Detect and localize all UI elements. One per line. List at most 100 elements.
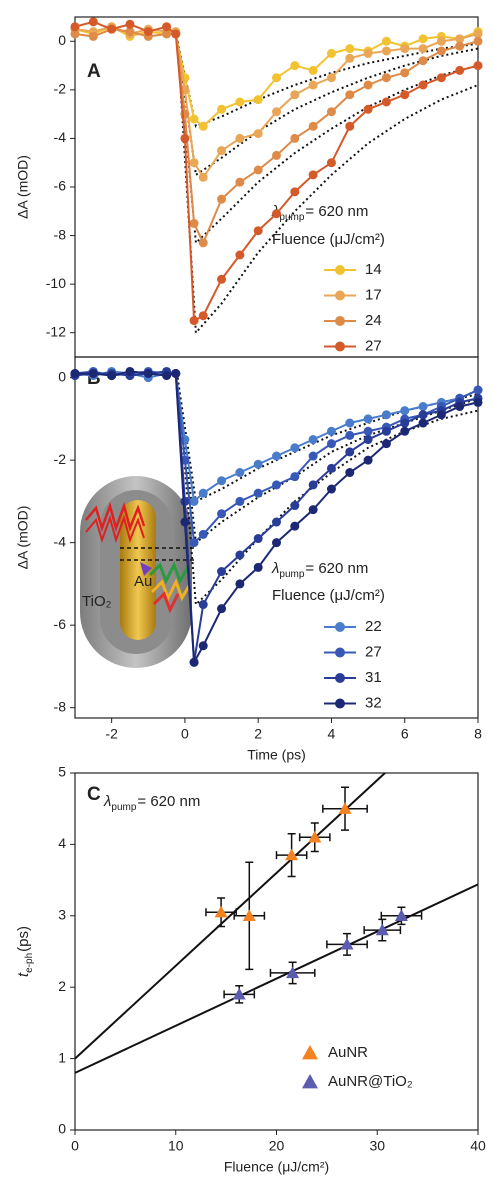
data-point [400, 44, 410, 54]
panel-label: A [87, 61, 101, 82]
data-point [235, 579, 245, 589]
data-point [418, 56, 428, 66]
y-tick-label: -12 [46, 323, 66, 339]
legend-marker [335, 316, 345, 326]
x-tick-label: 2 [254, 726, 262, 742]
data-point [400, 90, 410, 100]
y-tick-label: 0 [58, 368, 66, 384]
y-tick-label: -4 [54, 129, 67, 145]
x-tick-label: 10 [168, 1138, 184, 1154]
emission-wave [152, 591, 180, 614]
series-line [74, 20, 479, 323]
legend-marker [335, 673, 345, 683]
data-point [272, 107, 281, 117]
y-axis-label-subscript: e-ph [24, 953, 35, 973]
data-point [381, 410, 391, 420]
data-point [70, 29, 80, 39]
data-point [235, 250, 245, 260]
emission-wave [148, 561, 190, 585]
data-point [217, 476, 227, 486]
plot-frame [74, 356, 479, 719]
data-point [345, 418, 355, 428]
annotation-text: = 620 nm [305, 203, 368, 220]
data-point [189, 218, 199, 228]
inset-label: Au [134, 573, 152, 590]
data-point [242, 909, 256, 921]
y-tick-label: 3 [58, 907, 66, 923]
data-point [232, 987, 246, 1000]
data-point [308, 451, 318, 461]
data-point [436, 410, 446, 420]
data-point [340, 937, 354, 950]
plot-frame [74, 772, 479, 1131]
data-point [290, 133, 300, 143]
data-point [189, 657, 199, 667]
data-point [363, 455, 373, 465]
annotation: λpump= 620 nm [271, 203, 368, 223]
legend-marker [302, 1074, 318, 1089]
data-point [363, 104, 373, 114]
data-point [198, 529, 208, 539]
data-point [381, 426, 391, 436]
y-tick-label: -6 [54, 178, 67, 194]
y-axis-label: te-ph(ps) [15, 926, 35, 977]
y-tick-label: -2 [54, 81, 67, 97]
data-point [363, 48, 373, 58]
data-point [286, 966, 300, 979]
inset-label: TiO₂ [82, 593, 112, 610]
x-tick-label: 0 [181, 726, 189, 742]
y-tick-label: -6 [54, 616, 67, 632]
data-point [198, 488, 208, 498]
data-point [217, 194, 227, 204]
legend-label: 32 [365, 694, 382, 711]
data-point [345, 447, 355, 457]
data-point [436, 36, 446, 46]
legend-label: 27 [365, 643, 382, 660]
data-point [171, 29, 181, 39]
data-point [125, 27, 135, 37]
data-point [326, 48, 336, 58]
legend-title: Fluence (μJ/cm²) [272, 587, 385, 604]
data-point [290, 90, 300, 100]
legend-label: 27 [365, 337, 382, 354]
data-point [381, 46, 391, 56]
legend-marker [302, 1045, 318, 1060]
data-point [418, 402, 428, 412]
data-point [455, 402, 465, 412]
fit-line [74, 883, 479, 1074]
data-point [400, 406, 410, 416]
x-tick-label: 40 [470, 1138, 486, 1154]
data-point [107, 24, 117, 34]
data-point [381, 36, 391, 46]
data-point [253, 562, 263, 572]
data-point [143, 27, 153, 37]
legend-label: 31 [365, 669, 382, 686]
data-point [217, 146, 227, 156]
data-point [345, 44, 355, 54]
data-point [198, 121, 208, 131]
data-point [253, 95, 263, 105]
data-point [217, 567, 227, 577]
inset-illustration: TiO₂ Au [80, 476, 195, 668]
emission-wave [150, 578, 192, 602]
y-tick-label: -4 [54, 533, 67, 549]
data-point [400, 418, 410, 428]
x-tick-label: 6 [401, 726, 409, 742]
data-point [189, 158, 199, 168]
annotation-symbol: λ [271, 560, 279, 577]
data-point [107, 371, 117, 381]
data-point [235, 177, 245, 187]
data-point [326, 107, 336, 117]
data-point [180, 133, 190, 143]
light-wave [85, 501, 146, 533]
data-point [272, 480, 281, 490]
data-point [189, 538, 199, 548]
data-point [171, 369, 181, 379]
y-axis-label-symbol: t [15, 972, 32, 977]
legend-label: 14 [365, 261, 382, 278]
legend-label: 17 [365, 286, 382, 303]
data-point [455, 41, 465, 51]
annotation-text: = 620 nm [137, 793, 200, 810]
data-point [217, 274, 227, 284]
